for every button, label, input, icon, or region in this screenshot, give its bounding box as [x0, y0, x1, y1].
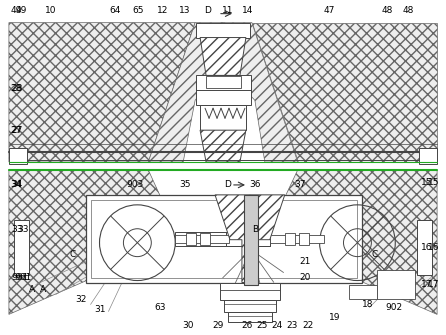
Text: 17: 17	[428, 280, 439, 289]
Text: 19: 19	[329, 313, 340, 322]
Bar	[14, 220, 29, 275]
Bar	[350, 284, 377, 299]
Text: 26: 26	[241, 321, 252, 330]
Text: 902: 902	[386, 303, 403, 312]
Text: 25: 25	[256, 321, 268, 330]
Bar	[206, 76, 241, 88]
Text: 48: 48	[403, 6, 414, 15]
Text: 49: 49	[16, 6, 27, 15]
Text: B: B	[252, 225, 258, 234]
Text: 47: 47	[324, 6, 335, 15]
Polygon shape	[9, 170, 180, 314]
Bar	[419, 148, 437, 164]
Text: 35: 35	[179, 181, 191, 189]
Polygon shape	[149, 22, 225, 162]
Text: 49: 49	[10, 6, 21, 15]
Bar	[196, 22, 250, 38]
Text: 12: 12	[157, 6, 168, 15]
Bar	[86, 195, 363, 282]
Bar	[417, 220, 432, 275]
Polygon shape	[252, 22, 437, 162]
Text: 30: 30	[182, 321, 194, 330]
Text: 23: 23	[286, 321, 297, 330]
Text: 15: 15	[428, 179, 439, 188]
Text: 24: 24	[271, 321, 282, 330]
Text: 37: 37	[294, 181, 306, 189]
Text: 13: 13	[179, 6, 191, 15]
Text: 901: 901	[14, 273, 32, 282]
Bar	[175, 235, 229, 243]
Bar	[220, 282, 280, 300]
Text: D: D	[224, 181, 231, 189]
Bar	[377, 270, 415, 299]
Text: 65: 65	[132, 6, 144, 15]
Polygon shape	[265, 170, 437, 314]
Bar	[244, 195, 258, 284]
Text: 20: 20	[299, 273, 310, 282]
Text: 901: 901	[11, 273, 28, 282]
Text: 29: 29	[212, 321, 224, 330]
Bar	[186, 233, 196, 245]
Text: 31: 31	[95, 305, 106, 314]
Text: 64: 64	[110, 6, 121, 15]
Bar	[299, 233, 309, 245]
Text: 36: 36	[249, 181, 260, 189]
Text: A: A	[29, 285, 35, 294]
Text: 28: 28	[10, 84, 21, 93]
Text: 34: 34	[11, 181, 22, 189]
Text: 21: 21	[299, 257, 310, 266]
Bar	[285, 233, 295, 245]
Bar	[270, 235, 324, 243]
Text: 11: 11	[222, 6, 234, 15]
Text: A: A	[40, 285, 46, 294]
Text: 903: 903	[127, 181, 144, 189]
Polygon shape	[200, 130, 246, 162]
Text: 33: 33	[11, 225, 22, 234]
Text: 18: 18	[362, 300, 373, 309]
Polygon shape	[200, 38, 246, 75]
Bar	[175, 232, 270, 246]
Text: 16: 16	[421, 243, 433, 252]
Text: 63: 63	[154, 303, 166, 312]
Text: 34: 34	[10, 181, 21, 189]
Text: C: C	[371, 250, 377, 259]
Polygon shape	[221, 22, 297, 162]
Text: 48: 48	[382, 6, 393, 15]
Text: 14: 14	[242, 6, 254, 15]
Text: 22: 22	[302, 321, 313, 330]
Text: 16: 16	[428, 243, 439, 252]
Polygon shape	[215, 195, 285, 282]
Bar	[91, 200, 357, 277]
Polygon shape	[9, 22, 195, 162]
Text: 27: 27	[11, 126, 22, 135]
Text: 27: 27	[10, 126, 21, 135]
Text: 10: 10	[45, 6, 57, 15]
Text: 17: 17	[421, 280, 433, 289]
Bar	[196, 75, 251, 105]
Bar	[226, 232, 270, 246]
Bar	[224, 300, 276, 313]
Bar	[9, 148, 27, 164]
Bar	[228, 313, 272, 322]
Bar	[200, 105, 246, 130]
Text: 33: 33	[17, 225, 29, 234]
Text: 15: 15	[421, 179, 433, 188]
Bar	[200, 233, 210, 245]
Text: 32: 32	[75, 295, 86, 304]
Text: C: C	[70, 250, 76, 259]
Text: D: D	[205, 6, 211, 15]
Text: 28: 28	[11, 84, 22, 93]
